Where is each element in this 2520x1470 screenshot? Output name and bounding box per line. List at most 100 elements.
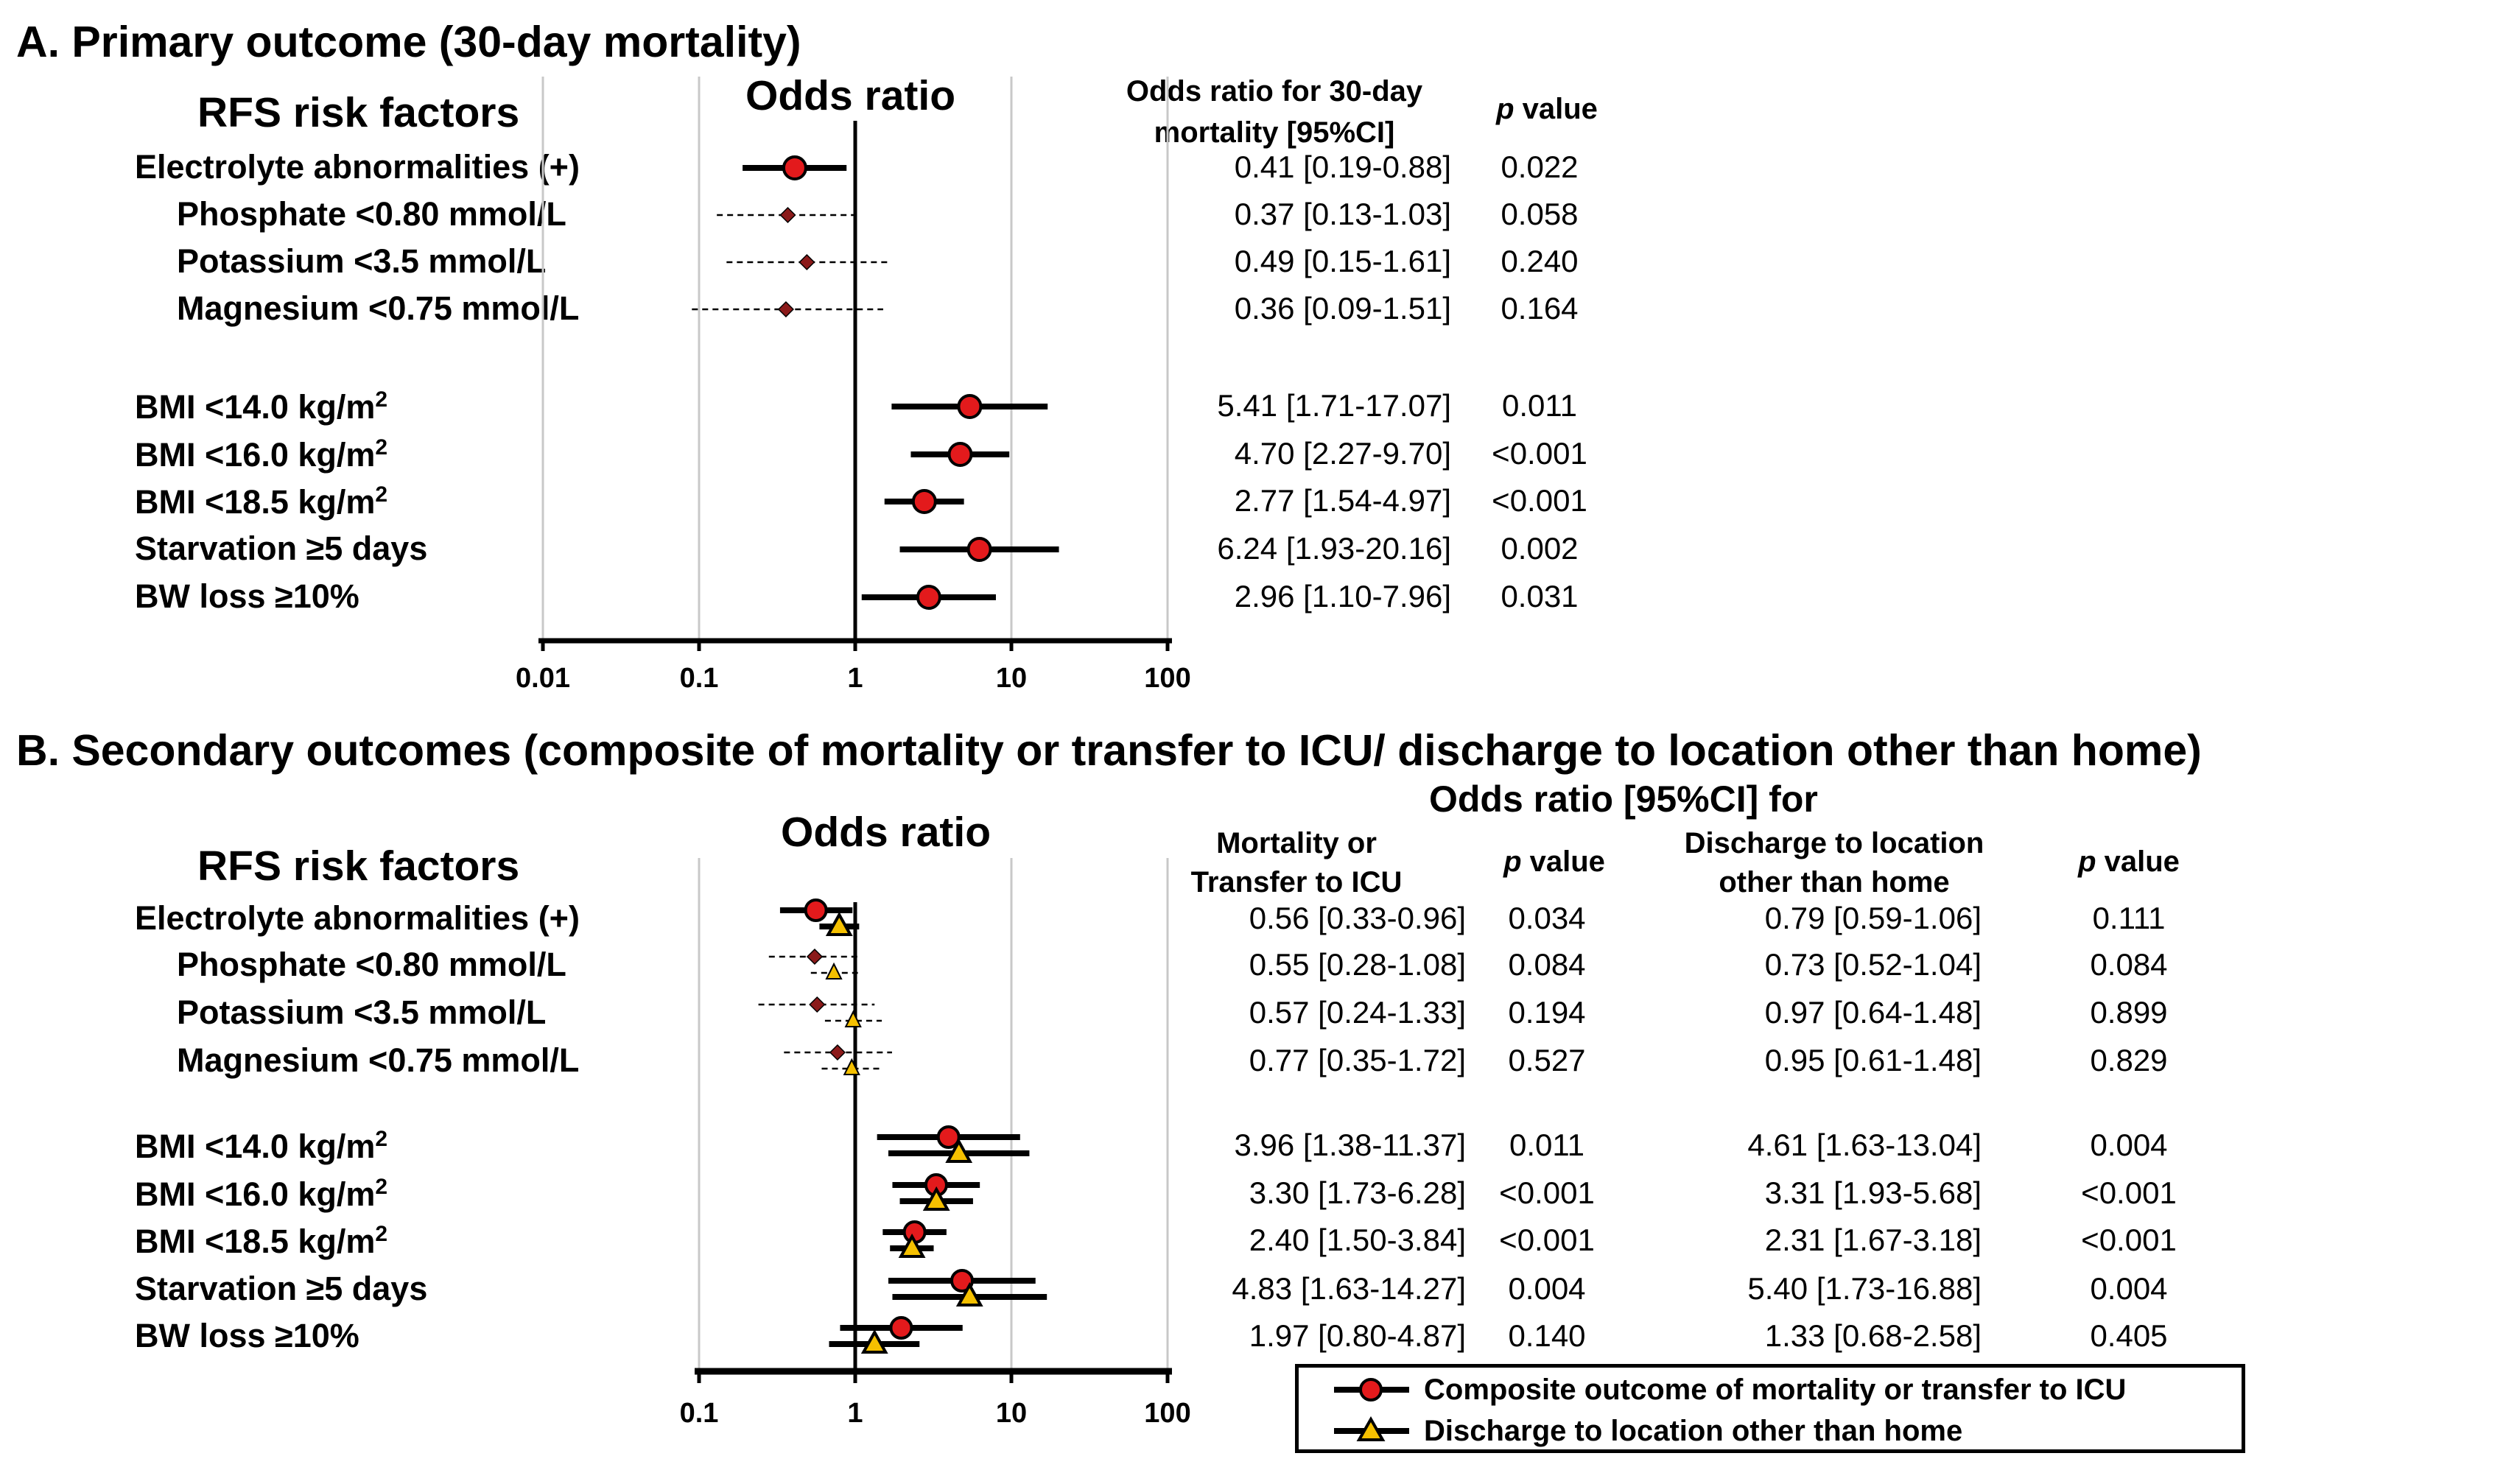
panel-b-composite-p-value-text: <0.001	[1499, 1175, 1595, 1210]
panel-b-discharge-p-value-text: 0.111	[2092, 901, 2166, 935]
panel-b-row-label: Magnesium <0.75 mmol/L	[177, 1044, 579, 1077]
panel-b-discharge-value: 1.33 [0.68-2.58]	[1680, 1320, 1982, 1351]
panel-a-p-value: 0.240	[1473, 246, 1606, 277]
panel-b-row-label: Electrolyte abnormalities (+)	[135, 901, 580, 935]
panel-a-p-value: 0.031	[1473, 581, 1606, 612]
panel-b-tick-label-text: 10	[995, 1398, 1028, 1429]
panel-b-discharge-value: 0.97 [0.64-1.48]	[1680, 997, 1982, 1028]
panel-b-discharge-marker	[955, 1281, 983, 1307]
panel-b-tick-label: 100	[1123, 1399, 1212, 1427]
panel-b-discharge-p-value-text: <0.001	[2081, 1223, 2177, 1257]
panel-b-row-label: Phosphate <0.80 mmol/L	[177, 948, 566, 981]
panel-b-composite-value: 0.55 [0.28-1.08]	[1164, 949, 1466, 980]
panel-b-composite-p-value-text: 0.034	[1508, 901, 1586, 935]
panel-a-or-value-text: 0.41 [0.19-0.88]	[1234, 150, 1451, 184]
panel-b-row-label-superscript: 2	[375, 1175, 388, 1199]
panel-b-row-label-text: Phosphate <0.80 mmol/L	[177, 946, 566, 983]
panel-b-composite-p-value: 0.004	[1481, 1273, 1613, 1304]
panel-a-p-value: 0.058	[1473, 199, 1606, 230]
panel-a-point-marker	[777, 300, 794, 318]
panel-a-row-label: Electrolyte abnormalities (+)	[135, 150, 580, 183]
panel-b-composite-value-text: 0.56 [0.33-0.96]	[1249, 901, 1466, 935]
panel-b-discharge-p-value-text: 0.084	[2090, 947, 2168, 982]
panel-a-p-value-text: 0.058	[1501, 197, 1579, 231]
panel-b-p2-header: p value	[2055, 847, 2203, 876]
panel-b-composite-value: 4.83 [1.63-14.27]	[1164, 1273, 1466, 1304]
panel-a-point-marker	[911, 489, 937, 514]
panel-b-composite-marker	[950, 1269, 974, 1293]
panel-b-row-label-text: BW loss ≥10%	[135, 1317, 359, 1354]
panel-b-row-label-text: BMI <18.5 kg/m	[135, 1223, 376, 1260]
panel-a-tick-label: 100	[1123, 664, 1212, 692]
panel-b-discharge-value: 3.31 [1.93-5.68]	[1680, 1178, 1982, 1209]
panel-a-tick-label-text: 0.1	[679, 663, 719, 694]
panel-b-discharge-p-value: 0.084	[2055, 949, 2203, 980]
p-rest: value	[1514, 93, 1598, 125]
panel-a-point-marker	[799, 253, 815, 271]
p-italic: p	[2078, 845, 2096, 878]
panel-a-p-value: 0.022	[1473, 152, 1606, 183]
panel-b-discharge-marker	[825, 911, 853, 936]
panel-a-or-value-text: 0.36 [0.09-1.51]	[1234, 291, 1451, 326]
panel-b-composite-p-value: <0.001	[1481, 1178, 1613, 1209]
panel-b-composite-value-text: 2.40 [1.50-3.84]	[1249, 1223, 1466, 1257]
panel-a-or-value: 2.96 [1.10-7.96]	[1149, 581, 1451, 612]
panel-a-or-value: 0.41 [0.19-0.88]	[1149, 152, 1451, 183]
panel-a-or-value: 0.49 [0.15-1.61]	[1149, 246, 1451, 277]
panel-b-row-label: BMI <18.5 kg/m2	[135, 1223, 387, 1260]
panel-a-p-value: 0.164	[1473, 293, 1606, 324]
panel-b-discharge-value-text: 2.31 [1.67-3.18]	[1764, 1223, 1982, 1257]
panel-a-p-value: <0.001	[1473, 485, 1606, 516]
panel-a-or-value: 4.70 [2.27-9.70]	[1149, 438, 1451, 469]
panel-b-discharge-value-text: 0.95 [0.61-1.48]	[1764, 1043, 1982, 1077]
panel-b-tick-label: 10	[967, 1399, 1056, 1427]
panel-a-p-value-text: <0.001	[1492, 436, 1587, 471]
panel-b-discharge-value-text: 0.97 [0.64-1.48]	[1764, 995, 1982, 1030]
panel-b-discharge-p-value-text: 0.405	[2090, 1318, 2168, 1353]
panel-a-p-value: 0.002	[1473, 533, 1606, 564]
panel-a-row-label-text: Starvation ≥5 days	[135, 530, 428, 567]
panel-b-row-label: Potassium <3.5 mmol/L	[177, 996, 546, 1029]
panel-a-or-value-text: 6.24 [1.93-20.16]	[1217, 531, 1451, 566]
panel-b-composite-p-value-text: 0.011	[1509, 1128, 1584, 1162]
panel-a-point-marker	[779, 206, 796, 224]
panel-b-composite-marker	[936, 1125, 961, 1149]
legend-label-discharge: Discharge to location other than home	[1424, 1415, 1963, 1447]
panel-b-p1-header: p value	[1481, 847, 1628, 876]
panel-a-row-label-superscript: 2	[375, 435, 388, 460]
panel-a-tick-label: 0.1	[655, 664, 743, 692]
panel-a-left-header: RFS risk factors	[197, 89, 520, 136]
panel-b-discharge-value: 0.73 [0.52-1.04]	[1680, 949, 1982, 980]
p-italic: p	[1503, 845, 1522, 878]
panel-b-col1-header-line2: Transfer to ICU	[1190, 866, 1403, 898]
panel-b-composite-marker	[804, 898, 828, 922]
panel-a-or-value-text: 0.49 [0.15-1.61]	[1234, 244, 1451, 278]
panel-b-row-label-text: Starvation ≥5 days	[135, 1270, 428, 1307]
panel-a-p-value: 0.011	[1473, 390, 1606, 421]
panel-a-tick-label-text: 10	[995, 663, 1028, 694]
panel-b-discharge-marker	[843, 1058, 860, 1075]
panel-b-row-label: BW loss ≥10%	[135, 1319, 359, 1352]
panel-b-row-label: Starvation ≥5 days	[135, 1272, 427, 1305]
panel-a-or-value: 5.41 [1.71-17.07]	[1149, 390, 1451, 421]
panel-a-tick-label: 10	[967, 664, 1056, 692]
panel-a-p-header: p value	[1481, 94, 1613, 124]
panel-a-row-label: BMI <18.5 kg/m2	[135, 484, 387, 519]
panel-b-discharge-value: 4.61 [1.63-13.04]	[1680, 1130, 1982, 1161]
panel-b-composite-marker	[829, 1044, 846, 1061]
panel-b-composite-p-value: 0.084	[1481, 949, 1613, 980]
panel-a-tick-label: 0.01	[499, 664, 587, 692]
panel-b-plot-header: Odds ratio	[781, 809, 991, 856]
panel-b-composite-p-value: <0.001	[1481, 1225, 1613, 1256]
panel-b-composite-value-text: 1.97 [0.80-4.87]	[1249, 1318, 1466, 1353]
p-rest: value	[1521, 845, 1605, 878]
panel-b-discharge-p-value: 0.405	[2055, 1320, 2203, 1351]
panel-a-row-label-text: BW loss ≥10%	[135, 577, 359, 615]
panel-b-discharge-marker	[860, 1329, 888, 1354]
panel-b-composite-value: 3.30 [1.73-6.28]	[1164, 1178, 1466, 1209]
panel-b-tick-label: 0.1	[655, 1399, 743, 1427]
panel-b-composite-value-text: 4.83 [1.63-14.27]	[1232, 1271, 1466, 1306]
p-italic: p	[1496, 93, 1515, 125]
legend-row-composite: Composite outcome of mortality or transf…	[1299, 1368, 2242, 1412]
panel-a-title: A. Primary outcome (30-day mortality)	[16, 18, 801, 66]
